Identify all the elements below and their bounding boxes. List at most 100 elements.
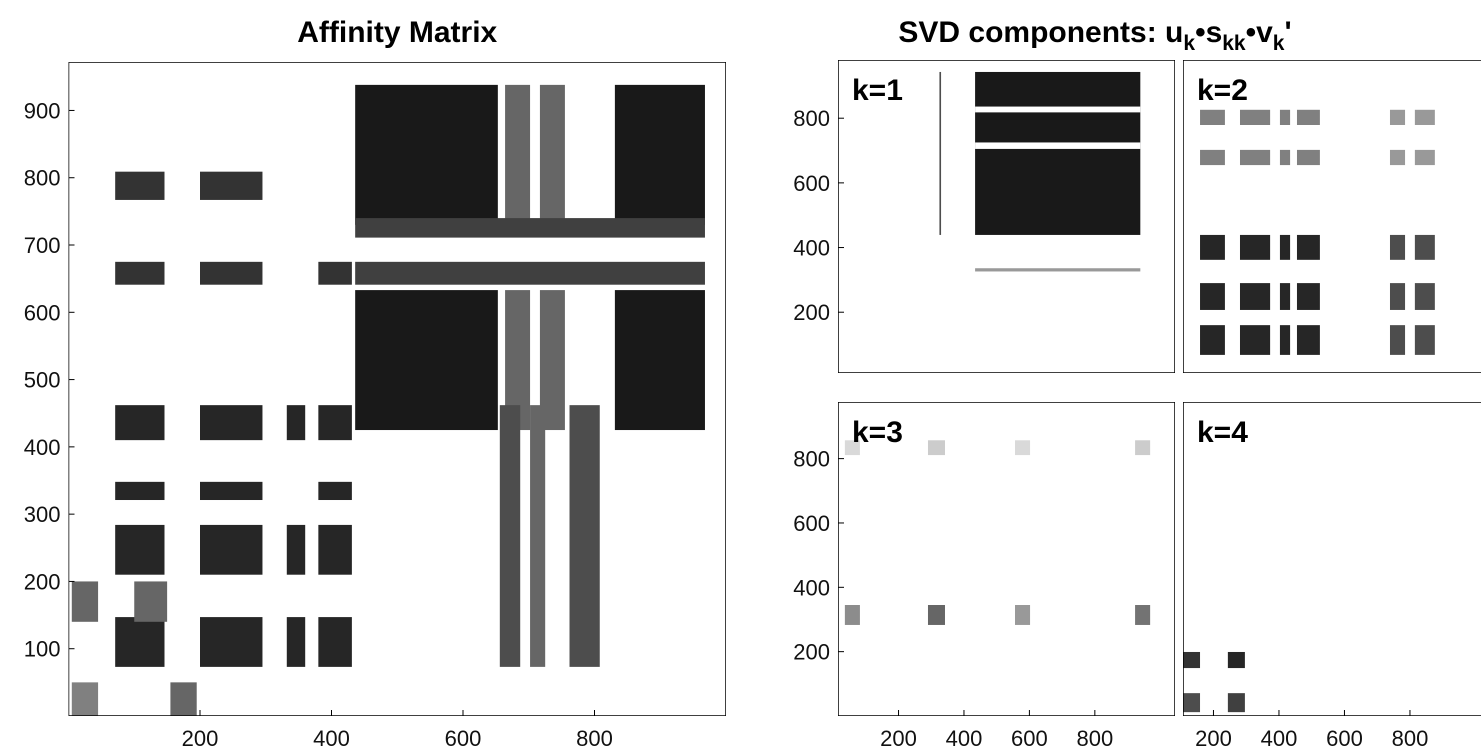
heat-block	[614, 84, 705, 225]
heat-block	[200, 405, 263, 441]
heat-block	[1279, 234, 1291, 260]
y-tick-label: 100	[24, 637, 61, 662]
heat-block	[200, 481, 263, 501]
heat-block	[1389, 325, 1406, 355]
heat-block	[1135, 605, 1151, 625]
heat-block	[1414, 234, 1435, 260]
heat-block	[975, 142, 1141, 149]
heatmap-area	[1183, 60, 1481, 373]
y-tick-label: 400	[24, 435, 61, 460]
y-tick-label: 200	[24, 569, 61, 594]
y-tick-label: 300	[24, 502, 61, 527]
heat-block	[1389, 109, 1406, 125]
heat-block	[1296, 234, 1320, 260]
heat-block	[318, 261, 352, 285]
title-part: SVD components: u	[898, 16, 1183, 49]
heat-block	[844, 440, 860, 456]
y-tick-label: 800	[24, 166, 61, 191]
heat-block	[115, 261, 165, 285]
heat-block	[134, 581, 168, 622]
heat-block	[1239, 283, 1271, 310]
heat-block	[1389, 234, 1406, 260]
heat-block	[1296, 325, 1320, 355]
heat-block	[499, 405, 521, 667]
x-tick-label: 600	[1011, 726, 1048, 751]
heat-block	[975, 71, 1141, 235]
heat-block	[614, 290, 705, 431]
heat-block	[1296, 149, 1320, 166]
heat-block	[1389, 283, 1406, 310]
heat-block	[200, 261, 263, 285]
heat-block	[1296, 283, 1320, 310]
heat-block	[1239, 325, 1271, 355]
heat-block	[505, 84, 531, 225]
heat-block	[1015, 440, 1031, 456]
y-tick-label: 400	[793, 236, 830, 261]
heat-block	[170, 682, 197, 716]
x-tick-label: 400	[313, 726, 350, 751]
panel-label: k=2	[1197, 74, 1248, 107]
y-tick-label: 700	[24, 233, 61, 258]
x-tick-label: 800	[1076, 726, 1113, 751]
heat-block	[355, 290, 498, 431]
plot-background	[1183, 402, 1481, 716]
plot-background	[838, 402, 1175, 716]
heat-block	[1183, 651, 1201, 669]
panel-label: k=4	[1197, 416, 1248, 449]
heatmap-area	[838, 60, 1175, 373]
heat-block	[115, 171, 165, 200]
heat-block	[1200, 149, 1225, 166]
heat-block	[539, 84, 565, 225]
heat-block	[1296, 109, 1320, 125]
x-tick-label: 400	[946, 726, 983, 751]
y-tick-label: 200	[793, 300, 830, 325]
heat-block	[1239, 109, 1271, 125]
x-tick-label: 200	[1195, 726, 1232, 751]
heat-block	[1200, 109, 1225, 125]
heat-block	[1183, 693, 1201, 713]
heat-block	[927, 605, 945, 625]
x-tick-label: 800	[1392, 726, 1429, 751]
heat-block	[1279, 283, 1291, 310]
x-tick-label: 600	[445, 726, 482, 751]
panel-label: k=1	[852, 74, 903, 107]
y-tick-label: 400	[793, 575, 830, 600]
x-tick-label: 800	[576, 726, 613, 751]
y-tick-label: 200	[793, 640, 830, 665]
title-part: '	[1284, 16, 1291, 49]
heat-block	[286, 617, 306, 667]
y-tick-label: 900	[24, 98, 61, 123]
heat-block	[1015, 605, 1031, 625]
heat-block	[1227, 651, 1245, 669]
heat-block	[530, 405, 546, 667]
heat-block	[975, 268, 1141, 272]
title-part: •v	[1246, 16, 1274, 49]
heat-block	[1200, 325, 1225, 355]
heat-block	[569, 405, 600, 667]
heat-block	[200, 617, 263, 667]
heat-block	[1135, 440, 1151, 456]
heat-block	[115, 524, 165, 575]
heat-block	[844, 605, 860, 625]
panel-label: k=3	[852, 416, 903, 449]
heatmap-area	[838, 402, 1175, 716]
heat-block	[355, 261, 705, 285]
heat-block	[200, 171, 263, 200]
title-part: •s	[1195, 16, 1222, 49]
heat-block	[939, 71, 942, 235]
heat-block	[318, 481, 352, 501]
heat-block	[71, 682, 99, 716]
heat-block	[1414, 109, 1435, 125]
heat-block	[1389, 149, 1406, 166]
heat-block	[1279, 109, 1291, 125]
figure-title: SVD components: uk•skk•vk'	[898, 16, 1291, 55]
y-tick-label: 800	[793, 447, 830, 472]
heat-block	[1414, 325, 1435, 355]
y-tick-label: 800	[793, 106, 830, 131]
heat-block	[1200, 283, 1225, 310]
heat-block	[318, 524, 352, 575]
heat-block	[71, 581, 99, 622]
y-tick-label: 500	[24, 368, 61, 393]
heat-block	[286, 524, 306, 575]
